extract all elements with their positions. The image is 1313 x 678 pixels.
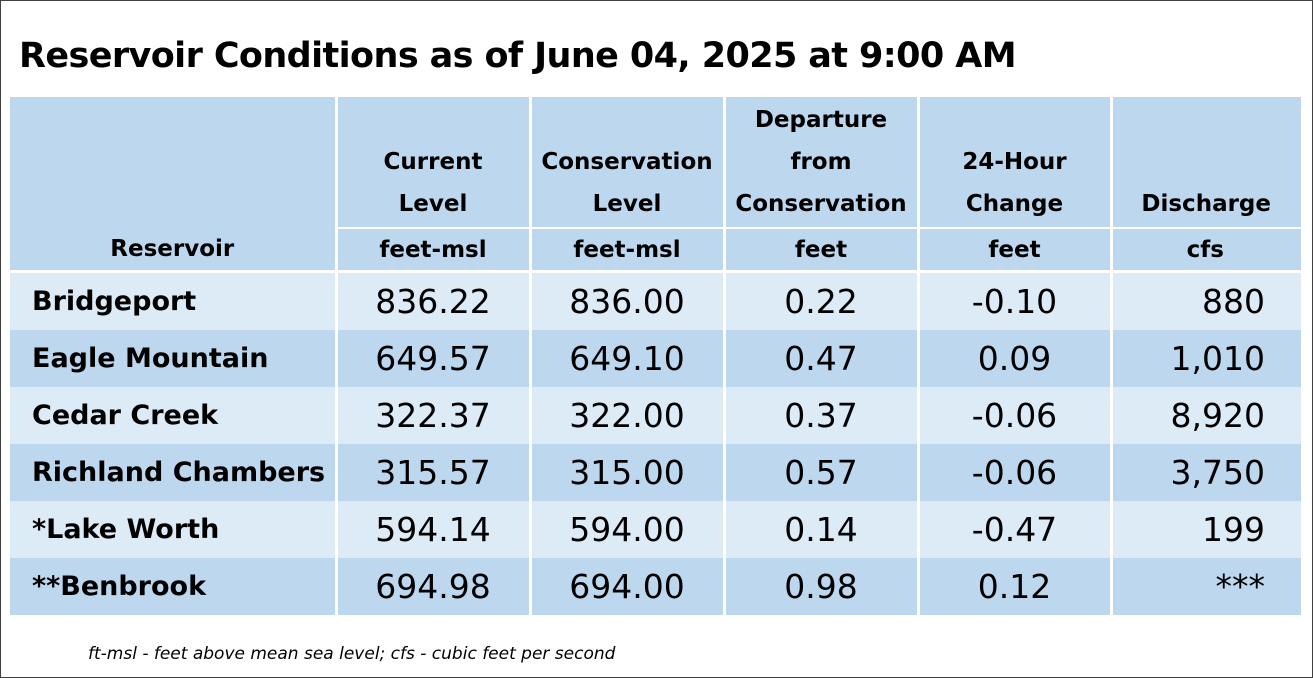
- change-value: -0.47: [918, 501, 1113, 558]
- discharge-value: 3,750: [1111, 444, 1301, 501]
- header-departure-line2: from: [790, 149, 852, 175]
- header-current-line2: Level: [398, 191, 468, 217]
- departure-value: 0.57: [724, 444, 920, 501]
- unit-change: feet: [918, 227, 1113, 272]
- table-row: *Lake Worth 594.14 594.00 0.14 -0.47 199: [10, 501, 1301, 558]
- discharge-value: 199: [1111, 501, 1301, 558]
- reservoir-name: Bridgeport: [10, 270, 338, 330]
- table-row: Richland Chambers 315.57 315.00 0.57 -0.…: [10, 444, 1301, 501]
- header-discharge: Discharge: [1111, 97, 1301, 228]
- header-reservoir: Reservoir: [10, 97, 338, 272]
- departure-value: 0.22: [724, 270, 920, 330]
- header-departure-line1: Departure: [754, 107, 888, 133]
- reservoir-name: Richland Chambers: [10, 444, 338, 501]
- reservoir-name: Cedar Creek: [10, 387, 338, 444]
- conservation-level-value: 694.00: [530, 558, 726, 615]
- conservation-level-value: 649.10: [530, 330, 726, 387]
- unit-discharge: cfs: [1111, 227, 1301, 272]
- current-level-value: 594.14: [336, 501, 532, 558]
- departure-value: 0.98: [724, 558, 920, 615]
- reservoir-name: **Benbrook: [10, 558, 338, 615]
- header-conservation-line1: Conservation: [541, 149, 713, 175]
- reservoir-table: Reservoir Current Level Conservation Lev…: [10, 97, 1301, 615]
- table-row: Eagle Mountain 649.57 649.10 0.47 0.09 1…: [10, 330, 1301, 387]
- change-value: 0.12: [918, 558, 1113, 615]
- discharge-value: 1,010: [1111, 330, 1301, 387]
- header-conservation-level: Conservation Level: [530, 97, 726, 228]
- departure-value: 0.14: [724, 501, 920, 558]
- discharge-value: 8,920: [1111, 387, 1301, 444]
- header-conservation-line2: Level: [592, 191, 662, 217]
- header-24h-change: 24-Hour Change: [918, 97, 1113, 228]
- discharge-value: 880: [1111, 270, 1301, 330]
- change-value: -0.06: [918, 387, 1113, 444]
- current-level-value: 315.57: [336, 444, 532, 501]
- units-row: feet-msl feet-msl feet feet cfs: [10, 227, 1301, 272]
- header-change-line2: Change: [965, 191, 1064, 217]
- header-row: Reservoir Current Level Conservation Lev…: [10, 97, 1301, 272]
- page-title: Reservoir Conditions as of June 04, 2025…: [19, 36, 1017, 76]
- discharge-value: ***: [1111, 558, 1301, 615]
- conservation-level-value: 315.00: [530, 444, 726, 501]
- header-change-line1: 24-Hour: [962, 149, 1067, 175]
- departure-value: 0.47: [724, 330, 920, 387]
- conservation-level-value: 322.00: [530, 387, 726, 444]
- conservation-level-value: 836.00: [530, 270, 726, 330]
- unit-conservation: feet-msl: [530, 227, 726, 272]
- table-row: Bridgeport 836.22 836.00 0.22 -0.10 880: [10, 270, 1301, 330]
- conservation-level-value: 594.00: [530, 501, 726, 558]
- reservoir-name: *Lake Worth: [10, 501, 338, 558]
- header-discharge-line1: Discharge: [1141, 191, 1271, 217]
- header-current-level: Current Level: [336, 97, 532, 228]
- change-value: 0.09: [918, 330, 1113, 387]
- unit-departure: feet: [724, 227, 920, 272]
- departure-value: 0.37: [724, 387, 920, 444]
- header-current-line1: Current: [383, 149, 483, 175]
- header-reservoir-label: Reservoir: [110, 236, 235, 262]
- table-row: **Benbrook 694.98 694.00 0.98 0.12 ***: [10, 558, 1301, 615]
- table-row: Cedar Creek 322.37 322.00 0.37 -0.06 8,9…: [10, 387, 1301, 444]
- current-level-value: 322.37: [336, 387, 532, 444]
- current-level-value: 694.98: [336, 558, 532, 615]
- header-departure-line3: Conservation: [735, 191, 907, 217]
- reservoir-name: Eagle Mountain: [10, 330, 338, 387]
- current-level-value: 649.57: [336, 330, 532, 387]
- footnote: ft-msl - feet above mean sea level; cfs …: [88, 644, 616, 664]
- unit-current: feet-msl: [336, 227, 532, 272]
- header-departure: Departure from Conservation: [724, 97, 920, 228]
- change-value: -0.06: [918, 444, 1113, 501]
- current-level-value: 836.22: [336, 270, 532, 330]
- change-value: -0.10: [918, 270, 1113, 330]
